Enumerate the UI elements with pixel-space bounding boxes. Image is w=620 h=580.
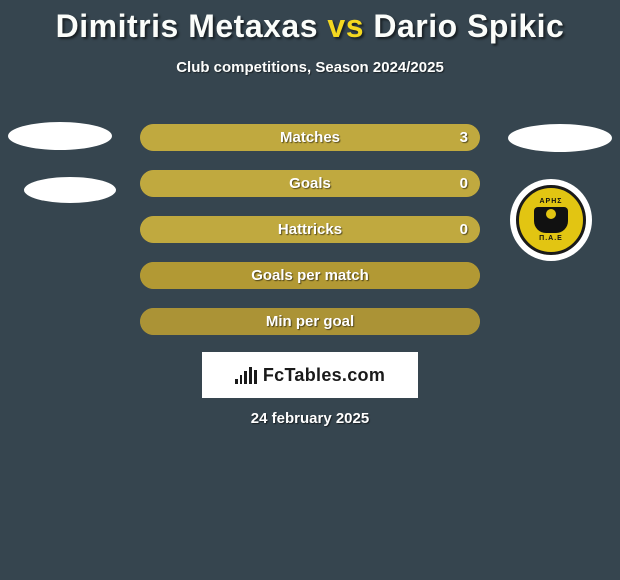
vs-label: vs bbox=[327, 8, 364, 44]
stat-row: Goals 0 bbox=[140, 170, 480, 197]
stat-row: Goals per match bbox=[140, 262, 480, 289]
stat-row-value: 0 bbox=[460, 221, 468, 238]
stat-row: Matches 3 bbox=[140, 124, 480, 151]
date-label: 24 february 2025 bbox=[0, 410, 620, 427]
crest-text-bottom: Π.A.E bbox=[539, 235, 563, 242]
stat-row-label: Min per goal bbox=[266, 313, 354, 330]
stat-row: Min per goal bbox=[140, 308, 480, 335]
stat-row-label: Matches bbox=[280, 129, 340, 146]
aris-crest-icon: APHΣ Π.A.E bbox=[516, 185, 586, 255]
stat-row-label: Hattricks bbox=[278, 221, 342, 238]
player2-photo-placeholder bbox=[508, 124, 612, 152]
page-title: Dimitris Metaxas vs Dario Spikic bbox=[0, 0, 620, 45]
stat-row-label: Goals bbox=[289, 175, 331, 192]
player2-name: Dario Spikic bbox=[373, 8, 564, 44]
player2-club-crest: APHΣ Π.A.E bbox=[510, 179, 592, 261]
crest-figure-icon bbox=[534, 207, 568, 233]
player1-club-crest-placeholder bbox=[24, 177, 116, 203]
player1-name: Dimitris Metaxas bbox=[56, 8, 318, 44]
branding-box: FcTables.com bbox=[202, 352, 418, 398]
bars-icon bbox=[235, 366, 257, 384]
stat-row: Hattricks 0 bbox=[140, 216, 480, 243]
crest-text-top: APHΣ bbox=[540, 198, 563, 205]
stats-chart: Matches 3 Goals 0 Hattricks 0 Goals per match M… bbox=[140, 124, 480, 354]
stat-row-label: Goals per match bbox=[251, 267, 369, 284]
player1-photo-placeholder bbox=[8, 122, 112, 150]
branding-text: FcTables.com bbox=[263, 365, 385, 386]
stat-row-value: 3 bbox=[460, 129, 468, 146]
subtitle: Club competitions, Season 2024/2025 bbox=[0, 59, 620, 76]
stat-row-value: 0 bbox=[460, 175, 468, 192]
